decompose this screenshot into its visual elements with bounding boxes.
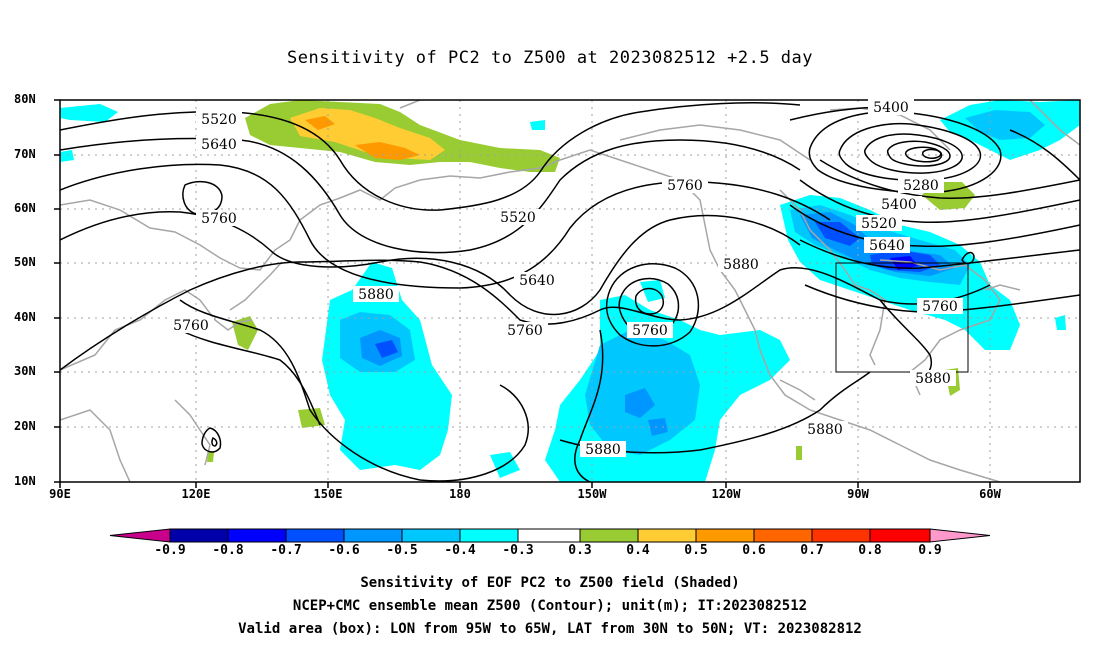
contour-label-5760: 5760 <box>632 323 668 339</box>
contour-label-5760: 5760 <box>173 318 209 334</box>
lon-label: 150W <box>577 487 607 501</box>
lon-label: 120E <box>181 487 211 501</box>
contour-label-5520: 5520 <box>861 216 897 232</box>
colorbar-segment <box>227 528 287 543</box>
colorbar-segment <box>285 528 345 543</box>
colorbar-segment <box>811 528 871 543</box>
contour-label-5880: 5880 <box>807 422 843 438</box>
colorbar-label: -0.4 <box>444 543 476 558</box>
contour-label-5880: 5880 <box>915 371 951 387</box>
lat-label: 30N <box>14 364 36 378</box>
colorbar-label: 0.3 <box>568 543 592 558</box>
contour-label-5760: 5760 <box>507 323 543 339</box>
colorbar-label: -0.6 <box>328 543 360 558</box>
contour-label-5520: 5520 <box>201 112 237 128</box>
lon-label: 120W <box>711 487 741 501</box>
lat-label: 20N <box>14 419 36 433</box>
map-title: Sensitivity of PC2 to Z500 at 2023082512… <box>286 48 813 68</box>
lat-label: 80N <box>14 92 36 106</box>
colorbar-label: 0.6 <box>742 543 766 558</box>
caption-line-2: NCEP+CMC ensemble mean Z500 (Contour); u… <box>292 598 808 614</box>
colorbar-label: 0.5 <box>684 543 708 558</box>
lat-label: 50N <box>14 255 36 269</box>
colorbar-label: -0.8 <box>212 543 244 558</box>
lon-label: 90E <box>49 487 71 501</box>
contour-label-5880: 5880 <box>358 287 394 303</box>
colorbar-label: -0.9 <box>154 543 186 558</box>
colorbar <box>109 528 991 543</box>
contour-label-5640: 5640 <box>519 273 555 289</box>
colorbar-segment <box>459 528 519 543</box>
valid-area-box <box>835 262 969 373</box>
contour-labels: 5520 5640 5760 5760 5880 5520 5640 5760 … <box>168 99 963 458</box>
colorbar-segment <box>869 528 931 543</box>
colorbar-segment <box>695 528 755 543</box>
map-grid <box>60 100 1080 482</box>
contour-label-5880: 5880 <box>585 442 621 458</box>
contour-label-5280: 5280 <box>903 178 939 194</box>
contour-label-5520: 5520 <box>500 210 536 226</box>
lon-label: 90W <box>847 487 869 501</box>
contour-label-5640: 5640 <box>201 137 237 153</box>
colorbar-segment <box>753 528 813 543</box>
lon-label: 60W <box>979 487 1001 501</box>
colorbar-label: -0.5 <box>386 543 418 558</box>
colorbar-segment <box>637 528 697 543</box>
caption-line-1: Sensitivity of EOF PC2 to Z500 field (Sh… <box>360 575 740 591</box>
colorbar-label: 0.8 <box>858 543 882 558</box>
lat-label: 40N <box>14 310 36 324</box>
colorbar-segment <box>579 528 639 543</box>
axis-ticks <box>54 99 991 488</box>
contour-label-5760: 5760 <box>201 211 237 227</box>
lat-label: 70N <box>14 147 36 161</box>
colorbar-label: 0.7 <box>800 543 824 558</box>
colorbar-label: -0.7 <box>270 543 302 558</box>
colorbar-segment <box>109 528 171 543</box>
contour-label-5400: 5400 <box>873 100 909 116</box>
lat-label: 10N <box>14 474 36 488</box>
colorbar-segment <box>343 528 403 543</box>
contour-label-5760: 5760 <box>667 178 703 194</box>
lon-label: 180 <box>449 487 471 501</box>
lon-label: 150E <box>313 487 343 501</box>
colorbar-label: -0.3 <box>502 543 534 558</box>
colorbar-segment <box>169 528 229 543</box>
colorbar-segment <box>401 528 461 543</box>
contour-label-5880: 5880 <box>723 257 759 273</box>
map-frame <box>59 99 1081 483</box>
contour-label-5400: 5400 <box>881 197 917 213</box>
caption-line-3: Valid area (box): LON from 95W to 65W, L… <box>238 621 862 637</box>
colorbar-segment <box>517 528 581 543</box>
contour-label-5640: 5640 <box>869 238 905 254</box>
colorbar-segment <box>929 528 991 543</box>
contour-label-5760: 5760 <box>922 299 958 315</box>
lat-label: 60N <box>14 201 36 215</box>
colorbar-label: 0.4 <box>626 543 650 558</box>
map-plot-area <box>60 100 1080 482</box>
colorbar-label: 0.9 <box>918 543 942 558</box>
